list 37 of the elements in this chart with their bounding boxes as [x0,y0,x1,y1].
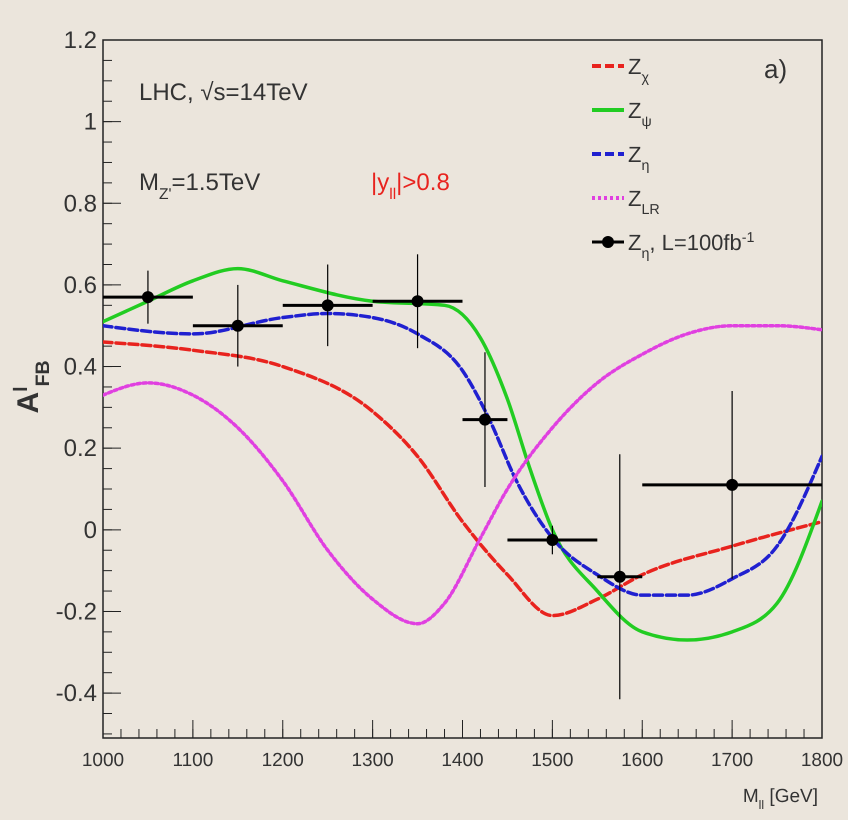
legend-label: Z$_{LR}$ [628,186,660,218]
x-tick-label: 1100 [172,750,214,771]
x-tick-label: 1200 [262,750,304,771]
x-axis-title: M$_{ll}$ [GeV] [742,786,818,812]
y-tick-label: 0.6 [64,272,97,299]
y-tick-label: 0.8 [64,190,97,218]
point [614,570,626,583]
y-tick-label: 0.4 [64,354,97,381]
x-tick-label: 1600 [621,750,664,771]
x-tick-label: 1000 [82,750,124,771]
point [546,534,558,546]
x-tick-label: 1500 [531,750,574,771]
x-tick-label: 1300 [351,750,394,771]
point [142,291,154,304]
y-tick-label: 1.2 [64,27,97,54]
y-tick-label: 1 [84,108,97,136]
x-tick-label: 1700 [710,750,754,771]
x-tick-label: 1800 [800,750,844,771]
point [726,478,738,491]
point [478,414,491,426]
legend-label: Z$_{η}$ [628,142,650,174]
legend-label: Z$_{χ}$ [628,54,650,86]
legend-label: Z$_{η}$, L=100fb$^{-1}$ [628,230,755,262]
point [232,320,244,332]
legend-label: Z$_{ψ}$ [628,98,652,130]
y-tick-label: 0.2 [64,435,97,462]
annotation: LHC, √s=14TeV [139,79,308,106]
y-tick-label: 0 [84,516,97,544]
x-tick-label: 1400 [441,750,484,771]
y-tick-label: -0.4 [56,680,97,708]
line-series [103,266,822,642]
annotation: a) [764,54,788,84]
annotation: |y$_{ll}$|>0.8 [371,169,450,202]
point [412,295,424,308]
annotation: M$_{Z'}$=1.5TeV [139,169,260,202]
point [322,299,334,312]
y-tick-label: -0.2 [56,598,97,626]
